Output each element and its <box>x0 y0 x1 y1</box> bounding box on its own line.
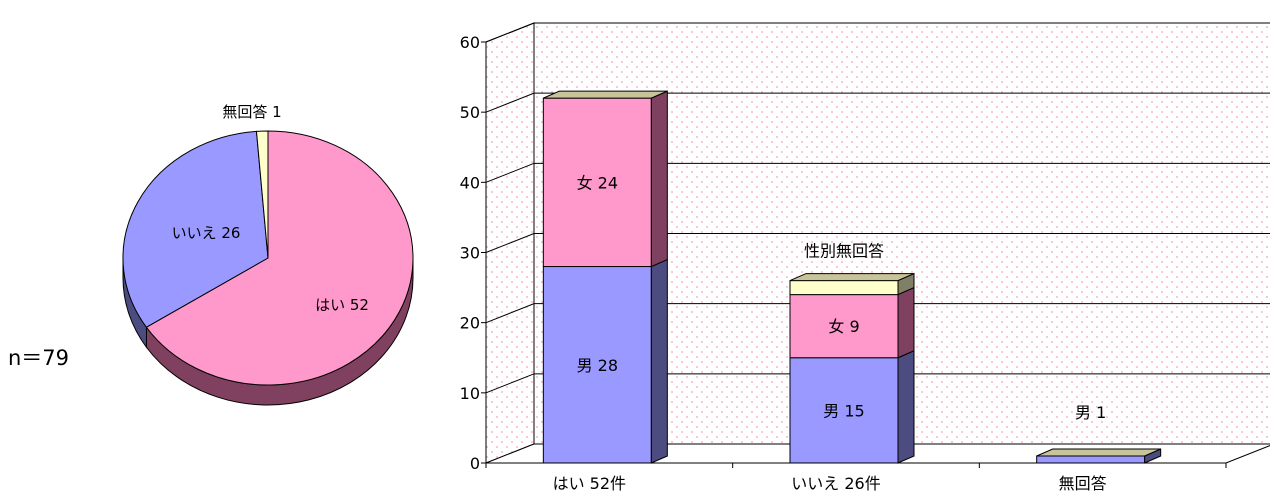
bar-top <box>1036 448 1161 457</box>
bar-segment-性別無回答 <box>789 280 899 296</box>
bar-0 <box>542 90 668 464</box>
bar-label-0-1: 女 24 <box>577 173 618 192</box>
bar-label-2-0: 男 1 <box>1075 403 1106 422</box>
bar-segment-女 <box>542 97 652 268</box>
y-tick-label: 10 <box>460 384 480 403</box>
bar-segment-男 <box>1036 455 1146 464</box>
bar-label-1-1: 女 9 <box>828 317 859 336</box>
pie-slice-1 <box>122 130 269 328</box>
gridline <box>485 233 1270 253</box>
pie-chart: はい 52 いいえ 26 無回答 1 <box>122 103 414 406</box>
gridlines <box>481 22 1270 464</box>
y-tick-label: 0 <box>470 454 480 473</box>
gridline <box>485 162 1270 183</box>
pie-label-2: 無回答 1 <box>222 103 281 121</box>
bar-top <box>789 273 915 282</box>
x-category-label: 無回答 <box>1059 474 1107 493</box>
bar-segment-男 <box>789 357 899 464</box>
gridline <box>485 92 1270 113</box>
bar-2 <box>1036 448 1162 464</box>
pie-label-1: いいえ 26 <box>172 224 241 242</box>
stacked-bar-chart: 0 10 20 30 40 50 60 男 28 女 24 はい 52件 男 15 女 9 性別無回答い… <box>460 22 1270 493</box>
bar-side <box>897 349 915 464</box>
bar-label-0-0: 男 28 <box>577 356 618 375</box>
y-tick-label: 50 <box>460 103 480 122</box>
sample-size-label: n＝79 <box>8 346 70 370</box>
x-category-label: いいえ 26件 <box>791 474 880 493</box>
pie-slice-0 <box>145 130 414 386</box>
pie-slice-2 <box>255 130 269 259</box>
x-category-label: はい 52件 <box>553 474 626 493</box>
gridline <box>485 22 1270 43</box>
bar-1 <box>789 272 915 464</box>
y-tick-label: 40 <box>460 173 480 192</box>
y-tick-label: 60 <box>460 33 480 52</box>
bar-label-1-2: 性別無回答 <box>804 242 884 261</box>
bar-top <box>543 90 668 99</box>
y-tick-label: 20 <box>460 314 480 333</box>
gridline <box>485 303 1270 324</box>
pie-label-0: はい 52 <box>315 296 369 314</box>
bar-side <box>897 286 915 359</box>
bar-side <box>650 258 668 464</box>
bar-segment-女 <box>789 294 899 359</box>
y-tick-label: 30 <box>460 244 480 263</box>
bar-side <box>650 90 668 268</box>
gridline <box>485 373 1270 394</box>
bar-label-1-0: 男 15 <box>823 401 864 420</box>
